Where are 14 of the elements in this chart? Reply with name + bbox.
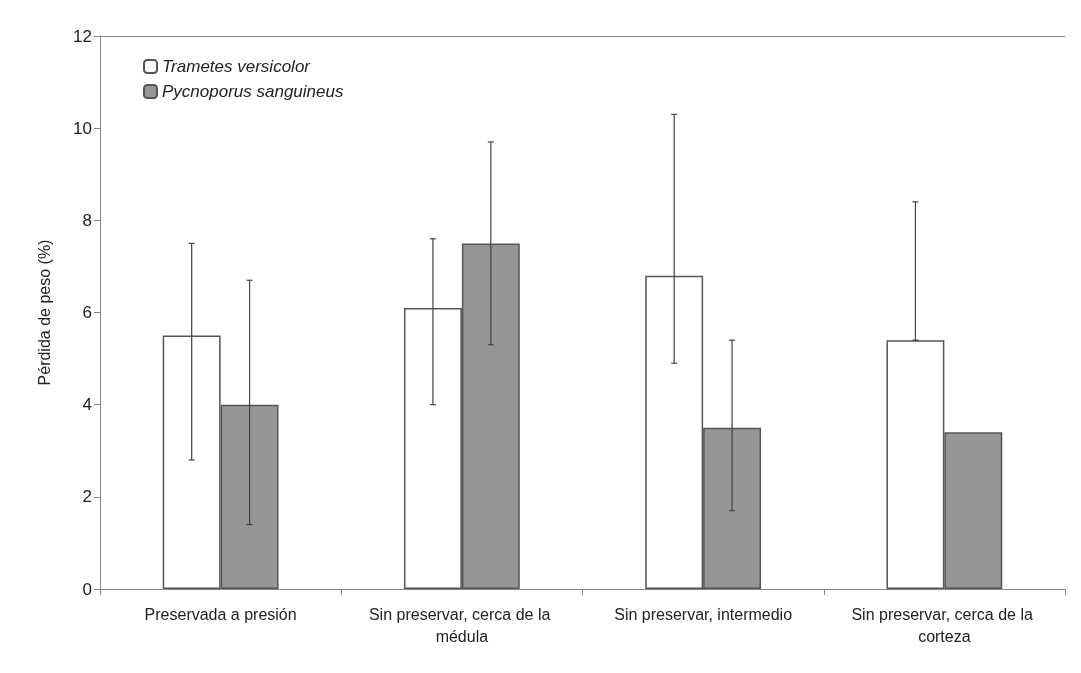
x-tick-label: Sin preservar, cerca de la médula xyxy=(368,605,555,645)
y-tick-label: 12 xyxy=(73,26,92,46)
y-tick-label: 8 xyxy=(82,210,92,230)
legend-label: Trametes versicolor xyxy=(162,57,312,76)
y-tick-label: 6 xyxy=(82,303,92,322)
y-axis-title: Pérdida de peso (%) xyxy=(35,239,53,386)
y-tick-label: 2 xyxy=(82,487,92,507)
y-tick-label: 10 xyxy=(73,118,92,138)
x-tick-label: Sin preservar, cerca de la corteza xyxy=(851,605,1038,645)
y-tick-label: 0 xyxy=(82,579,92,599)
legend-label: Pycnoporus sanguineus xyxy=(162,82,344,101)
x-tick-label: Preservada a presión xyxy=(144,605,297,623)
x-tick-label: Sin preservar, intermedio xyxy=(614,605,793,623)
y-tick-label: 4 xyxy=(82,395,92,415)
